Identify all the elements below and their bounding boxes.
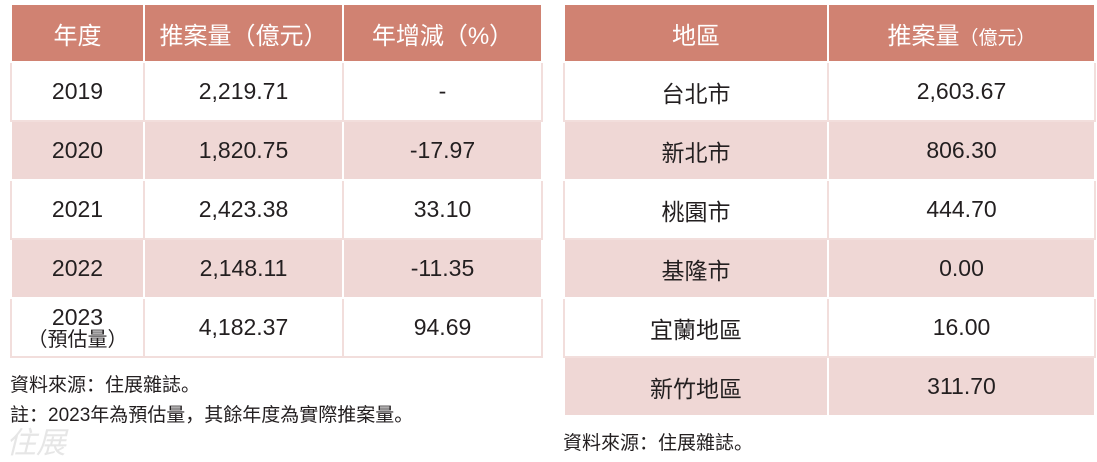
change-cell: - xyxy=(342,61,543,122)
table-row: 宜蘭地區 16.00 xyxy=(563,297,1096,358)
year-value: 2023 xyxy=(51,303,104,330)
year-cell: 2019 xyxy=(10,61,145,122)
year-cell: 2020 xyxy=(10,120,145,181)
region-cell: 宜蘭地區 xyxy=(563,297,829,358)
header-amount-unit: （億元） xyxy=(959,27,1036,49)
header-year: 年度 xyxy=(10,5,145,63)
table-row: 2021 2,423.38 33.10 xyxy=(10,179,543,240)
right-source-note: 資料來源：住展雜誌。 xyxy=(563,433,754,454)
year-cell: 2022 xyxy=(10,238,145,299)
table-row: 桃園市 444.70 xyxy=(563,179,1096,240)
table-row: 2019 2,219.71 - xyxy=(10,61,543,122)
annual-supply-table: 年度 推案量（億元） 年增減（%） 2019 2,219.71 - 2020 1… xyxy=(10,5,543,358)
left-footnote: 註：2023年為預估量，其餘年度為實際推案量。 xyxy=(10,405,414,426)
change-cell: -11.35 xyxy=(342,238,543,299)
header-amount: 推案量（億元） xyxy=(827,5,1096,63)
amount-cell: 0.00 xyxy=(827,238,1096,299)
amount-cell: 2,219.71 xyxy=(143,61,344,122)
header-amount-label: 推案量 xyxy=(887,22,960,50)
table-row: 新北市 806.30 xyxy=(563,120,1096,181)
amount-cell: 16.00 xyxy=(827,297,1096,358)
header-region: 地區 xyxy=(563,5,829,63)
amount-cell: 4,182.37 xyxy=(143,297,344,358)
year-cell: 2023 （預估量） xyxy=(10,297,145,358)
table-row: 2020 1,820.75 -17.97 xyxy=(10,120,543,181)
region-cell: 新竹地區 xyxy=(563,356,829,417)
table-row: 2023 （預估量） 4,182.37 94.69 xyxy=(10,297,543,358)
header-amount: 推案量（億元） xyxy=(143,5,344,63)
amount-cell: 806.30 xyxy=(827,120,1096,181)
region-cell: 桃園市 xyxy=(563,179,829,240)
header-row: 年度 推案量（億元） 年增減（%） xyxy=(10,5,543,63)
estimate-label: （預估量） xyxy=(27,328,128,351)
amount-cell: 2,423.38 xyxy=(143,179,344,240)
amount-cell: 311.70 xyxy=(827,356,1096,417)
change-cell: 33.10 xyxy=(342,179,543,240)
change-cell: 94.69 xyxy=(342,297,543,358)
region-cell: 新北市 xyxy=(563,120,829,181)
amount-cell: 2,148.11 xyxy=(143,238,344,299)
regional-supply-table: 地區 推案量（億元） 台北市 2,603.67 新北市 806.30 桃園市 4… xyxy=(563,5,1096,417)
left-source-note: 資料來源：住展雜誌。 xyxy=(10,375,201,396)
table-row: 基隆市 0.00 xyxy=(563,238,1096,299)
region-cell: 基隆市 xyxy=(563,238,829,299)
change-cell: -17.97 xyxy=(342,120,543,181)
watermark-logo: 住展 xyxy=(6,426,66,461)
year-cell: 2021 xyxy=(10,179,145,240)
table-row: 2022 2,148.11 -11.35 xyxy=(10,238,543,299)
amount-cell: 2,603.67 xyxy=(827,61,1096,122)
region-cell: 台北市 xyxy=(563,61,829,122)
amount-cell: 1,820.75 xyxy=(143,120,344,181)
table-row: 台北市 2,603.67 xyxy=(563,61,1096,122)
header-row: 地區 推案量（億元） xyxy=(563,5,1096,63)
amount-cell: 444.70 xyxy=(827,179,1096,240)
header-change: 年增減（%） xyxy=(342,5,543,63)
table-row: 新竹地區 311.70 xyxy=(563,356,1096,417)
